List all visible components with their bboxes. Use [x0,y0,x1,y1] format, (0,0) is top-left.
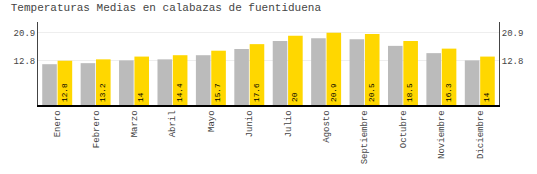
svg-text:12.8: 12.8 [502,57,524,67]
svg-text:18.5: 18.5 [406,83,414,102]
svg-text:Julio: Julio [284,110,294,137]
svg-text:17.6: 17.6 [253,83,261,102]
svg-text:Agosto: Agosto [322,110,332,142]
svg-text:Diciembre: Diciembre [476,110,486,159]
svg-text:20.9: 20.9 [502,29,524,39]
svg-text:14: 14 [137,92,145,102]
svg-text:16.3: 16.3 [445,83,453,102]
svg-text:20.9: 20.9 [330,83,338,102]
svg-text:Abril: Abril [168,110,178,137]
svg-text:Junio: Junio [245,110,255,137]
svg-text:15.7: 15.7 [214,83,222,102]
svg-text:20.9: 20.9 [14,29,36,39]
svg-text:13.2: 13.2 [99,83,107,102]
svg-text:20: 20 [291,92,299,102]
svg-text:Mayo: Mayo [207,110,217,132]
svg-text:Octubre: Octubre [399,110,409,148]
svg-text:12.8: 12.8 [14,57,36,67]
svg-text:Febrero: Febrero [92,110,102,148]
svg-text:Marzo: Marzo [130,110,140,137]
svg-text:Enero: Enero [53,110,63,137]
svg-text:14.4: 14.4 [176,83,184,102]
svg-text:20.5: 20.5 [368,83,376,102]
svg-text:14: 14 [483,92,491,102]
svg-text:Septiembre: Septiembre [360,110,370,164]
svg-text:Noviembre: Noviembre [437,110,447,159]
svg-text:Temperaturas Medias en calabaz: Temperaturas Medias en calabazas de fuen… [11,2,322,14]
svg-text:12.8: 12.8 [61,83,69,102]
